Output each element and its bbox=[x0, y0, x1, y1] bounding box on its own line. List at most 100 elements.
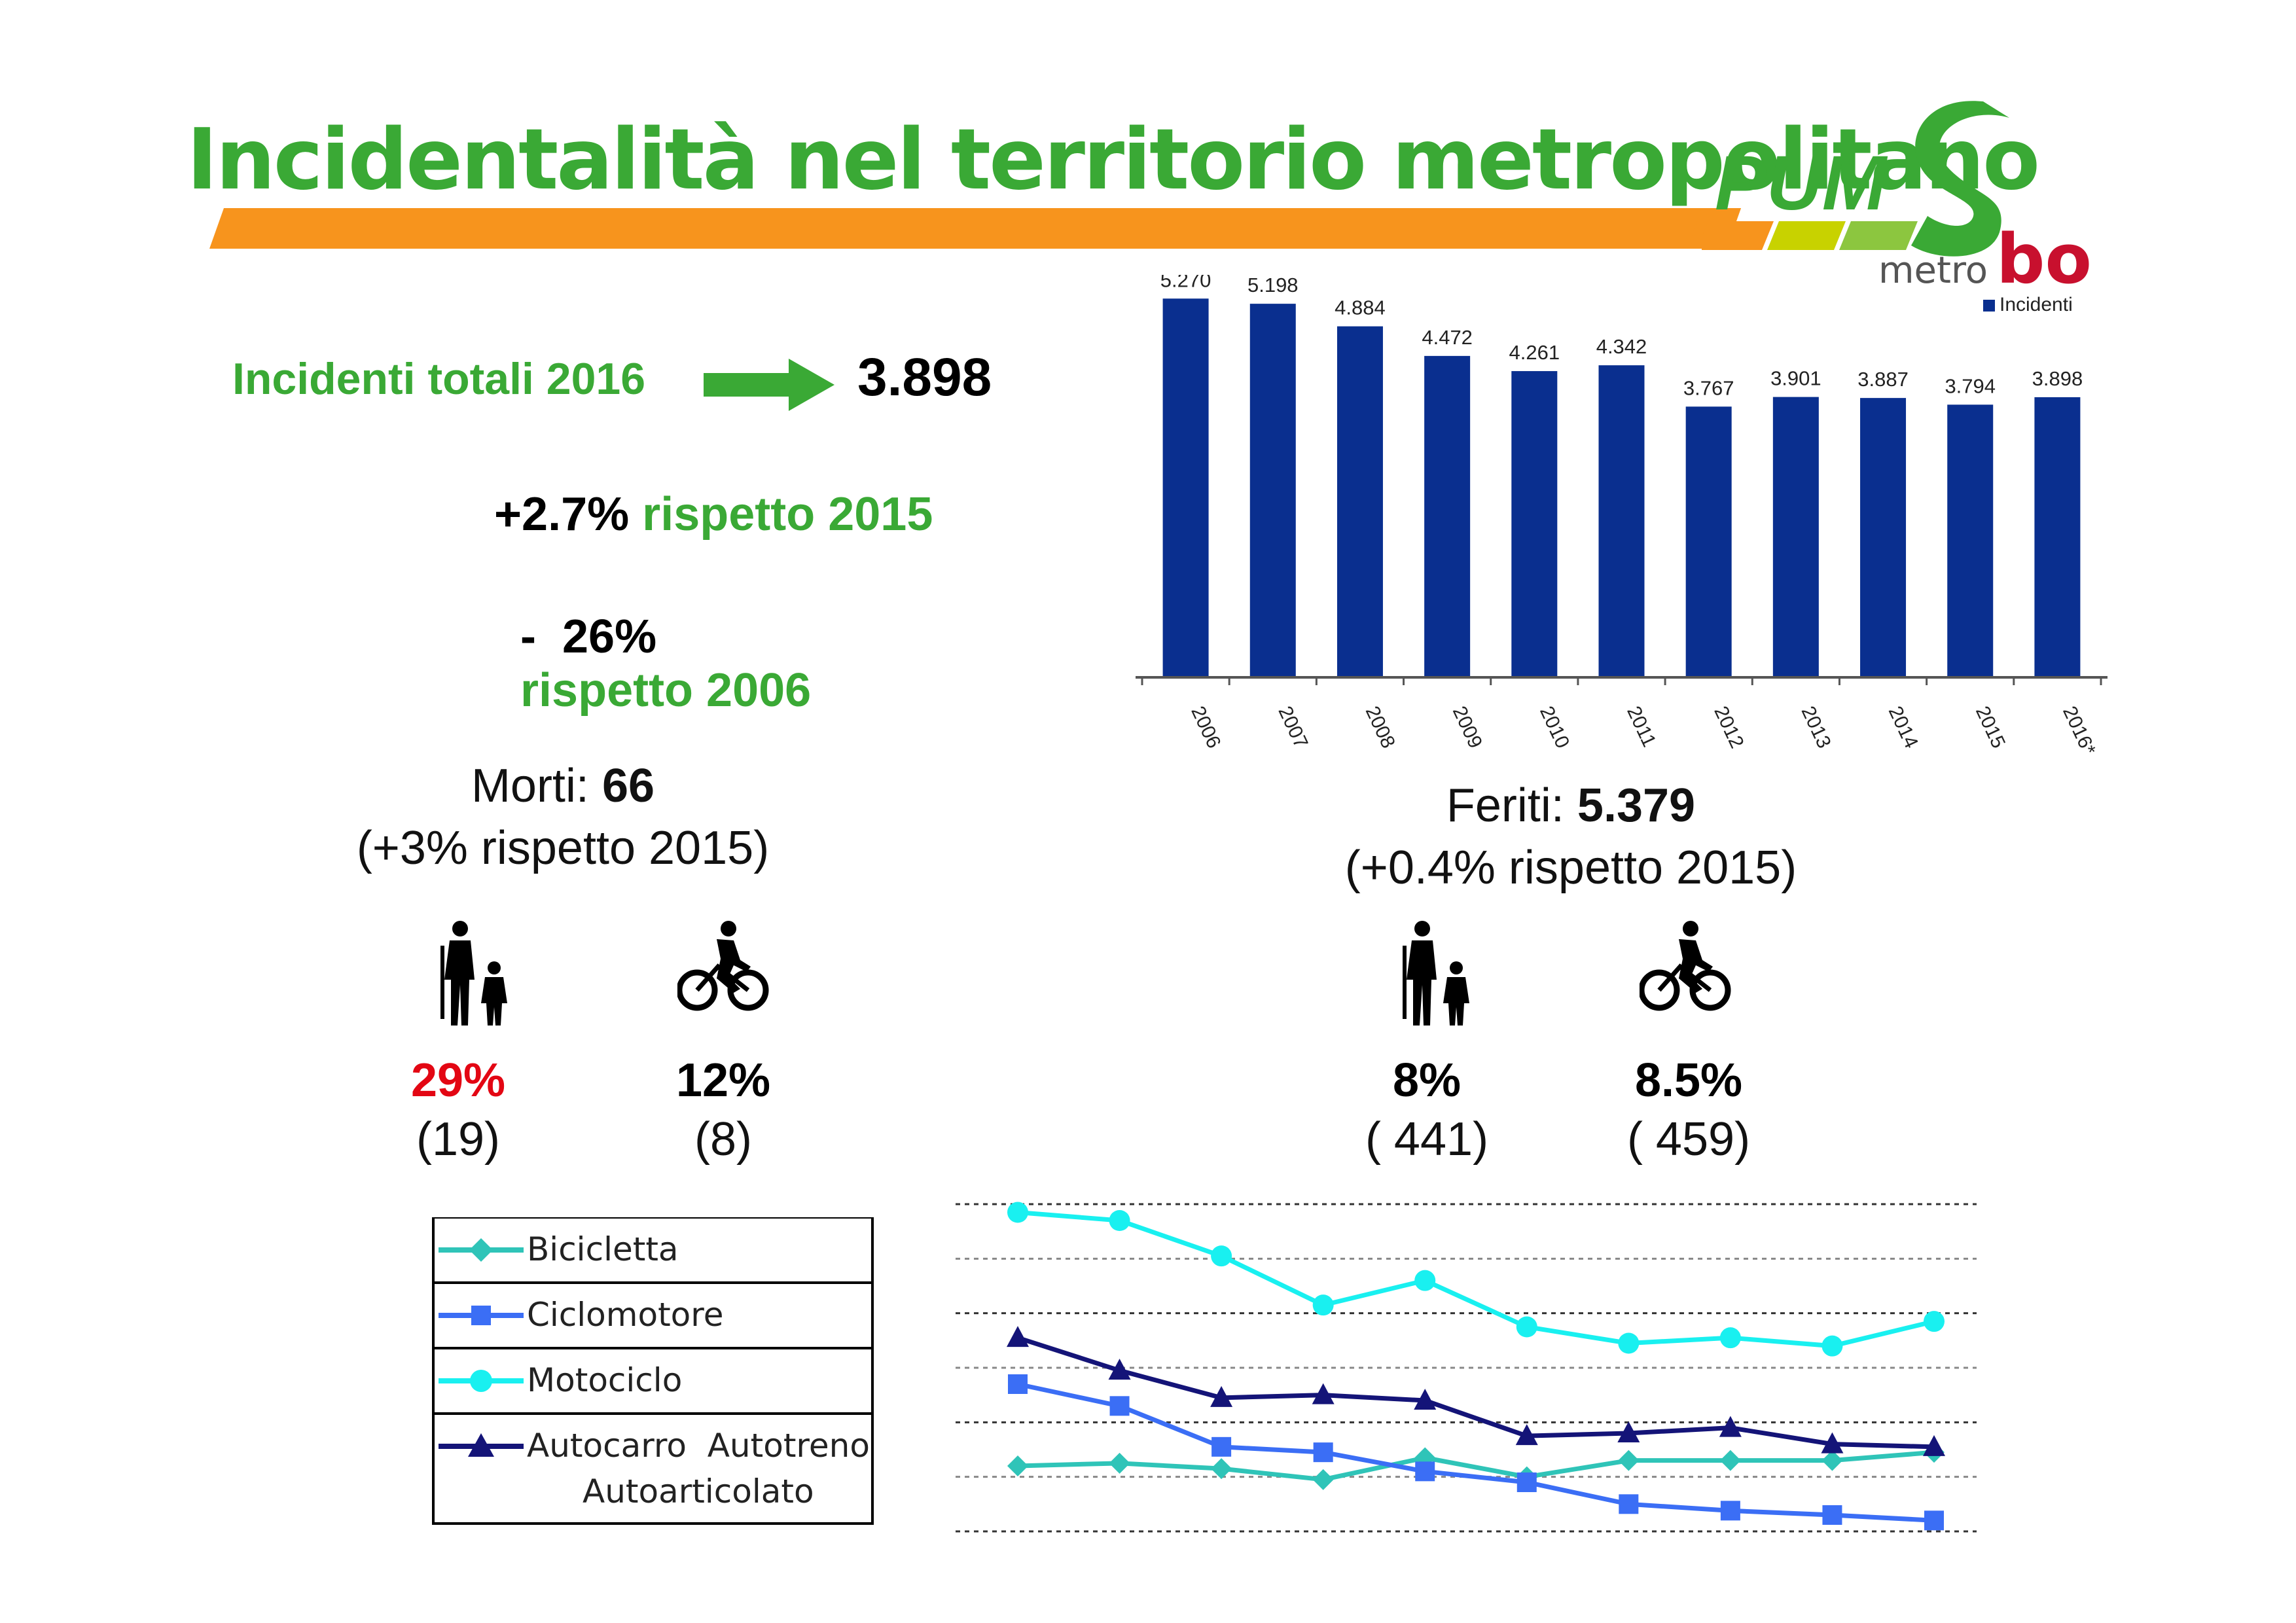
bar-legend-label: Incidenti bbox=[2000, 294, 2073, 315]
legend-label: Autocarro Autotreno bbox=[527, 1427, 870, 1465]
line-point bbox=[1720, 1501, 1740, 1521]
bar-value-label: 5.270 bbox=[1160, 275, 1211, 291]
line-chart bbox=[956, 1202, 1977, 1533]
bar bbox=[2034, 397, 2081, 677]
line-point bbox=[1821, 1432, 1844, 1454]
legend-label: Ciclomotore bbox=[527, 1296, 724, 1334]
bar-tick-label: 2012 bbox=[1710, 703, 1748, 751]
legend-frame bbox=[432, 1217, 874, 1525]
line-point bbox=[1414, 1270, 1436, 1291]
bar-tick-label: 2011 bbox=[1623, 703, 1660, 750]
bar-tick-label: 2006 bbox=[1187, 703, 1225, 751]
bar-tick-label: 2009 bbox=[1448, 703, 1486, 751]
line-point bbox=[1719, 1450, 1741, 1471]
line-point bbox=[1414, 1389, 1437, 1410]
bar-value-label: 5.198 bbox=[1247, 275, 1299, 296]
bar bbox=[1336, 326, 1383, 677]
bar-value-label: 3.898 bbox=[2032, 367, 2083, 390]
line-point bbox=[1617, 1421, 1640, 1442]
bar-tick-label: 2013 bbox=[1797, 703, 1835, 751]
page-title: Incidentalità nel territorio metropolita… bbox=[187, 111, 2040, 209]
line-point bbox=[1719, 1327, 1741, 1349]
total-accidents-label: Incidenti totali 2016 bbox=[232, 354, 646, 404]
series-line bbox=[1017, 1210, 1935, 1349]
injured-change: (+0.4% rispetto 2015) bbox=[1344, 842, 1797, 894]
svg-text:bo: bo bbox=[1996, 219, 2092, 288]
deaths-cyclist-count: (8) bbox=[694, 1113, 752, 1166]
bar-legend-swatch bbox=[1983, 300, 1995, 312]
legend-circle-icon bbox=[439, 1370, 524, 1392]
legend-item-motociclo: Motociclo bbox=[432, 1348, 874, 1414]
line-point bbox=[1108, 1359, 1131, 1380]
bar-tick-label: 2014 bbox=[1884, 703, 1922, 751]
comparison-2006: - 26% rispetto 2006 bbox=[494, 556, 811, 717]
pedestrian-icon bbox=[440, 921, 507, 1026]
bar-tick-label: 2010 bbox=[1535, 703, 1573, 751]
comparison-2015-text: rispetto 2015 bbox=[642, 488, 933, 541]
line-point bbox=[1211, 1436, 1232, 1457]
pedestrian-icon bbox=[1403, 921, 1469, 1026]
line-point bbox=[1312, 1469, 1334, 1490]
legend-diamond-icon bbox=[439, 1238, 524, 1262]
line-point bbox=[1822, 1505, 1842, 1525]
legend-item-autocarro: Autocarro Autotreno Autoarticolato bbox=[432, 1414, 874, 1524]
injured-cyclist-pct: 8.5% bbox=[1634, 1054, 1743, 1107]
line-point bbox=[1515, 1424, 1538, 1446]
line-point bbox=[1007, 1326, 1029, 1347]
line-point bbox=[1313, 1442, 1333, 1463]
bar-tick-label: 2015 bbox=[1971, 703, 2009, 751]
line-point bbox=[1516, 1316, 1537, 1338]
deaths-value: 66 bbox=[601, 760, 655, 812]
legend-item-ciclomotore: Ciclomotore bbox=[432, 1283, 874, 1348]
comparison-2006-num: - 26% bbox=[520, 611, 657, 663]
pums-logo: PUM metro bo bbox=[1696, 98, 2121, 299]
deaths-change: (+3% rispetto 2015) bbox=[356, 822, 770, 874]
bar bbox=[1162, 298, 1209, 677]
line-chart-legend: Bicicletta Ciclomotore Motociclo Autocar… bbox=[432, 1217, 874, 1525]
bar bbox=[1249, 304, 1296, 678]
injured-label: Feriti: bbox=[1446, 779, 1577, 832]
deaths-label: Morti: bbox=[471, 760, 602, 812]
series-line bbox=[1017, 1450, 1935, 1482]
bar bbox=[1772, 397, 1819, 677]
legend-label-line2: Autoarticolato bbox=[583, 1472, 814, 1510]
svg-text:PUM: PUM bbox=[1715, 140, 1888, 226]
line-point bbox=[1109, 1210, 1130, 1231]
svg-text:metro: metro bbox=[1878, 249, 1988, 288]
line-point bbox=[1924, 1311, 1945, 1332]
bar bbox=[1598, 365, 1645, 677]
injured-heading: Feriti: 5.379 bbox=[1309, 779, 1833, 832]
cyclist-icon bbox=[677, 921, 769, 1011]
line-point bbox=[1821, 1450, 1843, 1471]
line-point bbox=[1619, 1494, 1639, 1514]
arrow-right-icon bbox=[704, 359, 834, 411]
line-point bbox=[1007, 1455, 1028, 1476]
bar-value-label: 4.884 bbox=[1335, 296, 1386, 319]
line-point bbox=[1211, 1245, 1232, 1267]
bar bbox=[1947, 404, 1994, 677]
bar-tick-label: 2016* bbox=[2058, 703, 2100, 758]
bar bbox=[1685, 406, 1732, 677]
bar bbox=[1860, 398, 1907, 677]
injured-value: 5.379 bbox=[1577, 779, 1696, 832]
bar-tick-label: 2008 bbox=[1361, 703, 1399, 751]
bar-value-label: 4.472 bbox=[1422, 326, 1473, 349]
pums-logo-icon: PUM metro bo bbox=[1696, 101, 2092, 299]
bar-chart: Incidenti 5.270 2006 5.198 2007 4.884 2008 4.47… bbox=[1136, 275, 2108, 758]
injured-pedestrian-pct: 8% bbox=[1392, 1054, 1462, 1107]
line-point bbox=[1618, 1332, 1640, 1354]
line-point bbox=[1109, 1396, 1130, 1416]
deaths-pedestrian-pct: 29% bbox=[410, 1054, 506, 1107]
bar-value-label: 3.767 bbox=[1683, 376, 1734, 399]
series-line bbox=[1017, 1382, 1935, 1523]
bar-value-label: 3.794 bbox=[1945, 374, 1996, 397]
title-underline bbox=[209, 208, 1741, 249]
deaths-pedestrian-count: (19) bbox=[416, 1113, 501, 1166]
line-point bbox=[1211, 1458, 1232, 1480]
line-point bbox=[1007, 1202, 1028, 1223]
comparison-2015-num: +2.7% bbox=[494, 488, 630, 541]
bar bbox=[1424, 355, 1471, 677]
line-point bbox=[1312, 1383, 1335, 1404]
deaths-cyclist-pct: 12% bbox=[675, 1054, 771, 1107]
bar bbox=[1511, 371, 1558, 677]
